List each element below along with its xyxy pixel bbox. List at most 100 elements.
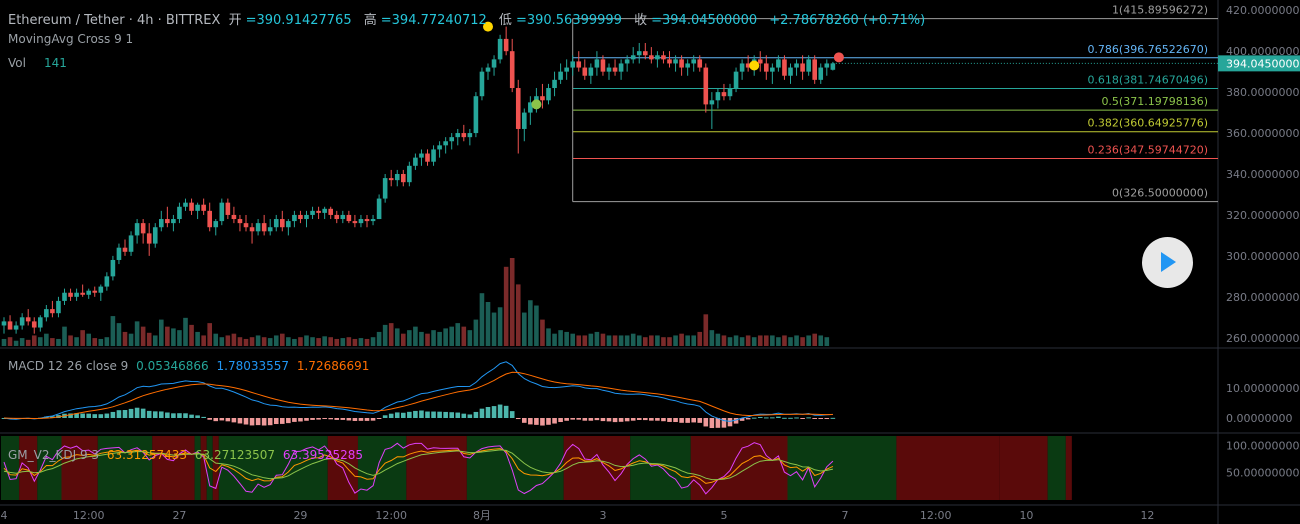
kdj-signal-band	[1, 436, 20, 500]
macd-histogram-bar	[292, 418, 297, 422]
fib-level-label: 0.382(360.64925776)	[1087, 117, 1208, 130]
volume-bar	[721, 335, 727, 346]
macd-histogram-bar	[358, 418, 364, 421]
macd-histogram-bar	[340, 418, 346, 420]
candle-body	[128, 235, 134, 252]
macd-histogram-bar	[509, 411, 515, 418]
macd-histogram-bar	[764, 417, 769, 419]
volume-bar	[44, 333, 49, 346]
candle-body	[74, 292, 79, 297]
candle-body	[673, 59, 678, 64]
macd-histogram-bar	[110, 411, 116, 418]
close-value: =394.04500000	[651, 13, 758, 28]
macd-histogram-bar	[733, 418, 739, 424]
candle-body	[515, 88, 521, 129]
macd-histogram-bar	[304, 418, 309, 421]
macd-histogram-bar	[195, 415, 200, 418]
price-tick-label: 320.00000000	[1226, 209, 1300, 222]
candle-body	[183, 202, 188, 207]
volume-bar	[13, 340, 19, 346]
candle-body	[727, 88, 733, 97]
volume-bar	[522, 312, 527, 346]
volume-bar	[340, 338, 346, 346]
candle-body	[764, 63, 769, 72]
kdj-legend[interactable]: GM_V2_KDJ 9 3 63.31257433 63.27123507 63…	[8, 448, 367, 462]
candle-body	[606, 67, 612, 72]
candle-body	[667, 59, 672, 64]
volume-bar	[703, 314, 709, 346]
candle-body	[68, 292, 73, 297]
price-tick-label: 400.00000000	[1226, 45, 1300, 58]
volume-bar	[806, 335, 811, 346]
candle-body	[177, 206, 182, 220]
macd-histogram-bar	[812, 418, 817, 419]
macd-histogram-bar	[146, 410, 152, 418]
volume-bar	[467, 330, 473, 346]
volume-bar	[667, 337, 672, 346]
kdj-signal-band	[357, 436, 407, 500]
macd-histogram-bar	[140, 408, 146, 418]
macd-histogram-bar	[201, 416, 206, 418]
macd-legend[interactable]: MACD 12 26 close 9 0.05346866 1.78033557…	[8, 359, 373, 373]
volume-bar	[794, 335, 799, 346]
macd-histogram-bar	[534, 418, 539, 425]
time-tick-label: 7	[841, 509, 848, 522]
candle-body	[322, 208, 327, 213]
last-price-label: 394.04500000	[1226, 57, 1300, 70]
macd-histogram-bar	[491, 406, 497, 418]
macd-histogram-bar	[782, 417, 787, 419]
fib-level-label: 0.5(371.19798136)	[1101, 95, 1208, 108]
candle-body	[104, 276, 110, 287]
candle-body	[316, 210, 321, 213]
volume-bar	[273, 335, 279, 346]
candle-body	[612, 67, 618, 72]
macd-histogram-bar	[225, 418, 231, 422]
macd-histogram-bar	[407, 411, 412, 418]
kdj-tick-label: 50.00000000	[1226, 467, 1299, 480]
volume-bar	[600, 333, 606, 346]
macd-histogram-bar	[540, 418, 545, 426]
candle-body	[522, 112, 527, 129]
macd-histogram-bar	[310, 418, 315, 420]
candle-body	[249, 227, 255, 232]
macd-histogram-bar	[739, 418, 745, 421]
volume-bar	[733, 335, 739, 346]
volume-legend[interactable]: Vol 141	[8, 56, 71, 70]
macd-histogram-bar	[600, 418, 606, 422]
volume-bar	[655, 335, 660, 346]
volume-bar	[304, 335, 309, 346]
candle-body	[401, 174, 406, 183]
macd-histogram-bar	[298, 418, 303, 422]
ma-indicator-label[interactable]: MovingAvg Cross 9 1	[8, 32, 134, 46]
macd-histogram-bar	[177, 413, 182, 418]
macd-histogram-bar	[116, 410, 122, 418]
candle-body	[443, 141, 448, 146]
macd-histogram-bar	[479, 408, 485, 418]
high-value: =394.77240712	[380, 13, 487, 28]
replay-play-button[interactable]	[1142, 237, 1193, 288]
candle-body	[770, 67, 775, 72]
volume-bar	[485, 302, 491, 346]
open-label: 开	[228, 13, 242, 28]
macd-histogram-bar	[522, 418, 527, 423]
candle-body	[334, 214, 340, 220]
candle-body	[407, 165, 412, 183]
candle-body	[19, 317, 25, 326]
volume-bar	[171, 328, 176, 346]
symbol-title: Ethereum / Tether · 4h · BITTREX	[8, 13, 221, 28]
kdj-d-value: 63.27123507	[194, 448, 276, 462]
candle-body	[733, 71, 739, 89]
volume-bar	[534, 305, 539, 346]
candle-body	[201, 204, 206, 211]
volume-bar	[540, 319, 545, 346]
volume-bar	[68, 335, 73, 346]
volume-bar	[461, 326, 467, 346]
candle-body	[165, 219, 170, 224]
candle-body	[13, 325, 19, 330]
volume-bar	[31, 335, 37, 346]
macd-histogram-bar	[679, 418, 684, 423]
volume-bar	[140, 326, 146, 346]
volume-bar	[503, 266, 509, 346]
macd-histogram-bar	[322, 418, 327, 420]
